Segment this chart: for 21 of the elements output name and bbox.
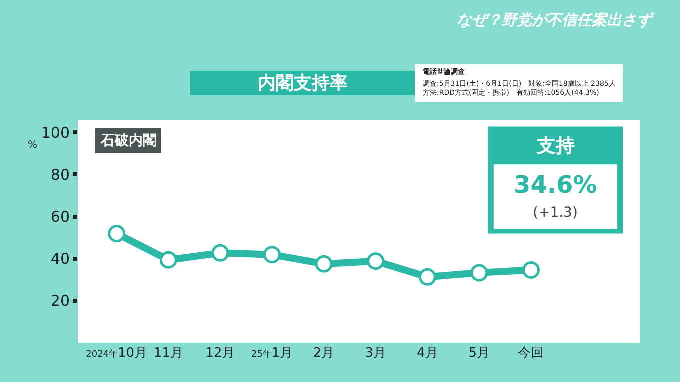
annotation: (+1.3) <box>533 205 578 221</box>
y-tick-label: 100 <box>41 124 70 142</box>
annotation: 石破内閣 <box>100 133 157 149</box>
x-tick-label: 3月 <box>365 346 386 361</box>
y-tick-label: 80 <box>50 166 70 184</box>
y-tick-label: 60 <box>50 208 70 226</box>
x-tick-label: 12月 <box>206 346 236 361</box>
x-tick-label: 今回 <box>518 346 544 361</box>
x-tick-label: 25年1月 <box>251 346 294 361</box>
x-tick-label: 4月 <box>416 346 438 361</box>
chart-title: 内閣支持率 <box>258 73 348 94</box>
y-tick-label: 40 <box>50 250 70 268</box>
y-axis-title: % <box>28 140 38 151</box>
annotation: 34.6% <box>514 171 598 199</box>
x-tick-label: 2024年10月 <box>86 346 148 361</box>
x-tick-label: 5月 <box>468 346 490 361</box>
annotation: 支持 <box>536 135 575 157</box>
x-tick-label: 2月 <box>313 346 335 361</box>
x-tick-label: 11月 <box>154 346 184 361</box>
y-tick-label: 20 <box>50 292 70 310</box>
chart-subtitle: なぜ？野党が不信任案出さず <box>457 11 655 29</box>
